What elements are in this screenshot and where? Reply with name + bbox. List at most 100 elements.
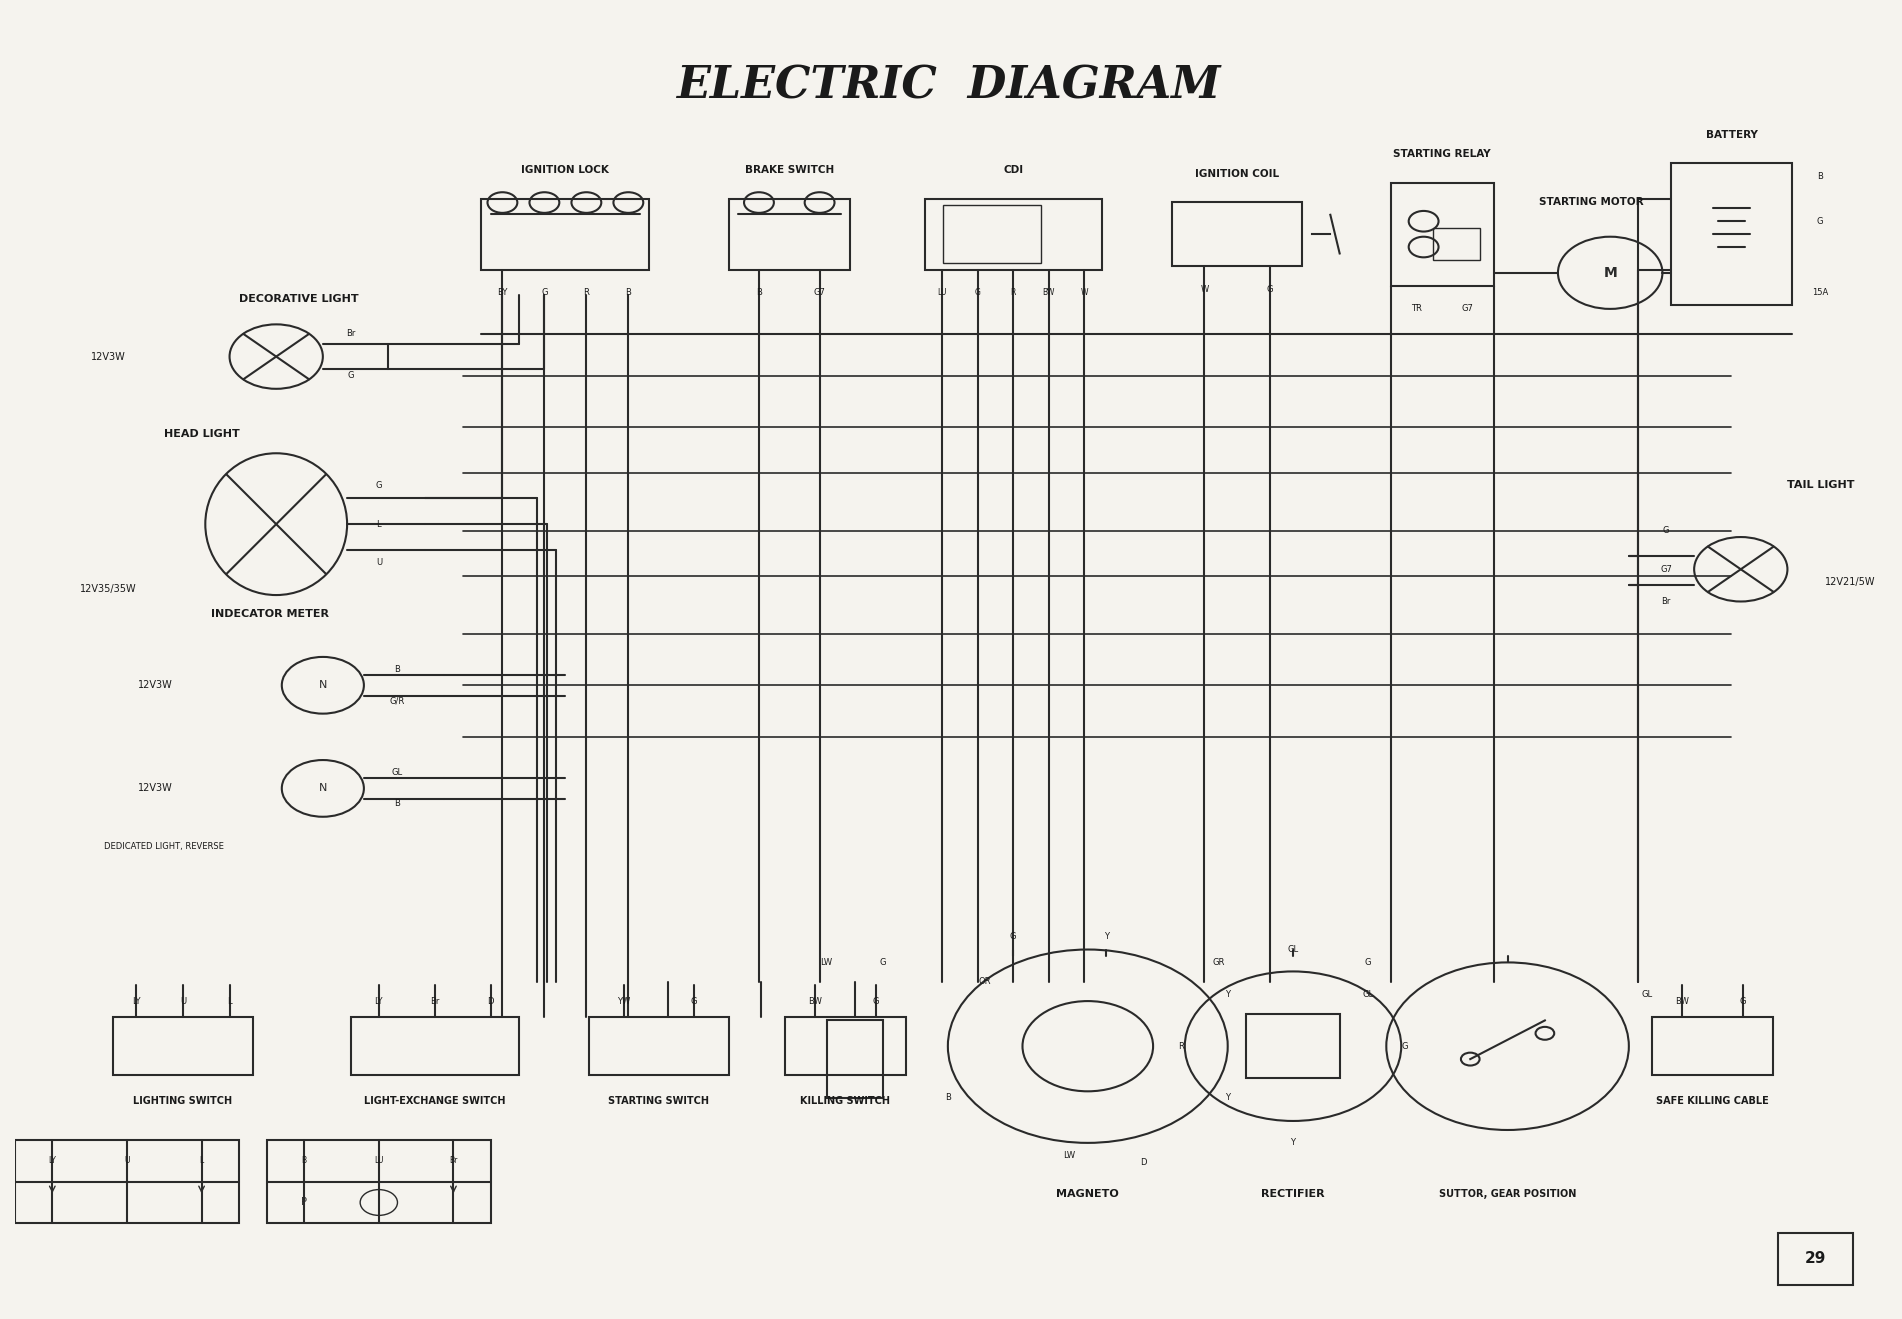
Text: GR: GR: [1212, 958, 1225, 967]
Text: 12V3W: 12V3W: [137, 783, 173, 794]
Text: KILLING SWITCH: KILLING SWITCH: [801, 1096, 890, 1107]
Bar: [1246, 1014, 1339, 1079]
Text: R: R: [1177, 1042, 1185, 1051]
Bar: [590, 1017, 728, 1075]
Text: BW: BW: [1042, 289, 1056, 297]
Text: D: D: [1141, 1158, 1147, 1167]
Bar: [266, 1140, 491, 1224]
Bar: [1390, 182, 1493, 286]
Text: LY: LY: [131, 997, 141, 1006]
Text: TAIL LIGHT: TAIL LIGHT: [1788, 480, 1854, 491]
Text: LY: LY: [375, 997, 382, 1006]
Text: LW: LW: [1063, 1151, 1075, 1161]
Text: B: B: [755, 289, 763, 297]
Text: 12V3W: 12V3W: [137, 681, 173, 690]
Text: B: B: [394, 799, 401, 809]
Text: M: M: [1603, 266, 1617, 280]
Text: LU: LU: [375, 1155, 384, 1165]
Bar: [1172, 202, 1303, 266]
Text: R: R: [1010, 289, 1016, 297]
Text: Y: Y: [1103, 933, 1109, 942]
Text: CDI: CDI: [1002, 165, 1023, 175]
Text: BW: BW: [808, 997, 822, 1006]
Text: G7: G7: [814, 289, 825, 297]
Text: Y: Y: [1291, 1138, 1295, 1148]
Text: U: U: [377, 558, 382, 567]
Text: GL: GL: [1362, 991, 1373, 998]
Text: G: G: [375, 481, 382, 489]
Bar: [481, 199, 649, 269]
Text: G: G: [1402, 1042, 1407, 1051]
Text: R: R: [584, 289, 590, 297]
Text: BW: BW: [1676, 997, 1689, 1006]
Text: GL: GL: [392, 769, 403, 777]
Text: G/R: G/R: [390, 696, 405, 706]
Text: G: G: [542, 289, 548, 297]
Bar: [1670, 164, 1792, 305]
Text: 12V35/35W: 12V35/35W: [80, 583, 137, 594]
Text: STARTING RELAY: STARTING RELAY: [1394, 149, 1491, 160]
Text: B: B: [302, 1155, 306, 1165]
Text: BY: BY: [496, 289, 508, 297]
Bar: [1432, 228, 1480, 260]
Bar: [827, 1021, 883, 1097]
Text: IGNITION LOCK: IGNITION LOCK: [521, 165, 609, 175]
Text: LU: LU: [938, 289, 947, 297]
Text: GL: GL: [1641, 991, 1653, 998]
Text: LY: LY: [48, 1155, 57, 1165]
Text: BRAKE SWITCH: BRAKE SWITCH: [746, 165, 833, 175]
Text: 12V21/5W: 12V21/5W: [1824, 578, 1875, 587]
Text: P: P: [301, 1198, 308, 1207]
Text: D: D: [487, 997, 495, 1006]
Text: B: B: [1816, 171, 1822, 181]
Text: W: W: [1080, 289, 1088, 297]
Text: U: U: [124, 1155, 129, 1165]
Text: W: W: [1200, 285, 1208, 294]
Text: G: G: [873, 997, 879, 1006]
Bar: [943, 206, 1040, 262]
Text: Y: Y: [1225, 991, 1231, 998]
Text: MAGNETO: MAGNETO: [1056, 1190, 1118, 1199]
Text: L: L: [200, 1155, 204, 1165]
Text: G: G: [1010, 933, 1016, 942]
Bar: [1778, 1233, 1853, 1285]
Bar: [786, 1017, 905, 1075]
Text: 15A: 15A: [1813, 288, 1828, 297]
Bar: [924, 199, 1101, 269]
Text: N: N: [320, 783, 327, 794]
Text: N: N: [320, 681, 327, 690]
Text: IGNITION COIL: IGNITION COIL: [1194, 169, 1280, 178]
Text: YW: YW: [616, 997, 630, 1006]
Text: OR: OR: [980, 977, 991, 987]
Text: STARTING SWITCH: STARTING SWITCH: [609, 1096, 709, 1107]
Bar: [15, 1140, 240, 1224]
Text: G: G: [1740, 997, 1746, 1006]
Text: L: L: [377, 520, 380, 529]
Text: G7: G7: [1463, 305, 1474, 314]
Text: G: G: [1662, 526, 1670, 536]
Text: HEAD LIGHT: HEAD LIGHT: [164, 429, 240, 439]
Bar: [1653, 1017, 1773, 1075]
Bar: [350, 1017, 519, 1075]
Text: Br: Br: [430, 997, 439, 1006]
Text: B: B: [626, 289, 631, 297]
Text: G: G: [348, 372, 354, 380]
Text: U: U: [181, 997, 186, 1006]
Text: Br: Br: [346, 328, 356, 338]
Text: SAFE KILLING CABLE: SAFE KILLING CABLE: [1657, 1096, 1769, 1107]
Text: Y: Y: [1225, 1093, 1231, 1103]
Text: 12V3W: 12V3W: [91, 352, 126, 361]
Text: Br: Br: [1662, 598, 1670, 605]
Text: ELECTRIC  DIAGRAM: ELECTRIC DIAGRAM: [675, 65, 1219, 107]
Text: INDECATOR METER: INDECATOR METER: [211, 609, 329, 620]
Text: LIGHTING SWITCH: LIGHTING SWITCH: [133, 1096, 232, 1107]
Text: RECTIFIER: RECTIFIER: [1261, 1190, 1326, 1199]
Text: G: G: [1816, 216, 1824, 226]
Text: G: G: [974, 289, 981, 297]
Text: TR: TR: [1411, 305, 1423, 314]
Text: DEDICATED LIGHT, REVERSE: DEDICATED LIGHT, REVERSE: [105, 842, 224, 851]
Text: 29: 29: [1805, 1252, 1826, 1266]
Text: L: L: [226, 997, 232, 1006]
Bar: [728, 199, 850, 269]
Text: LIGHT-EXCHANGE SWITCH: LIGHT-EXCHANGE SWITCH: [363, 1096, 506, 1107]
